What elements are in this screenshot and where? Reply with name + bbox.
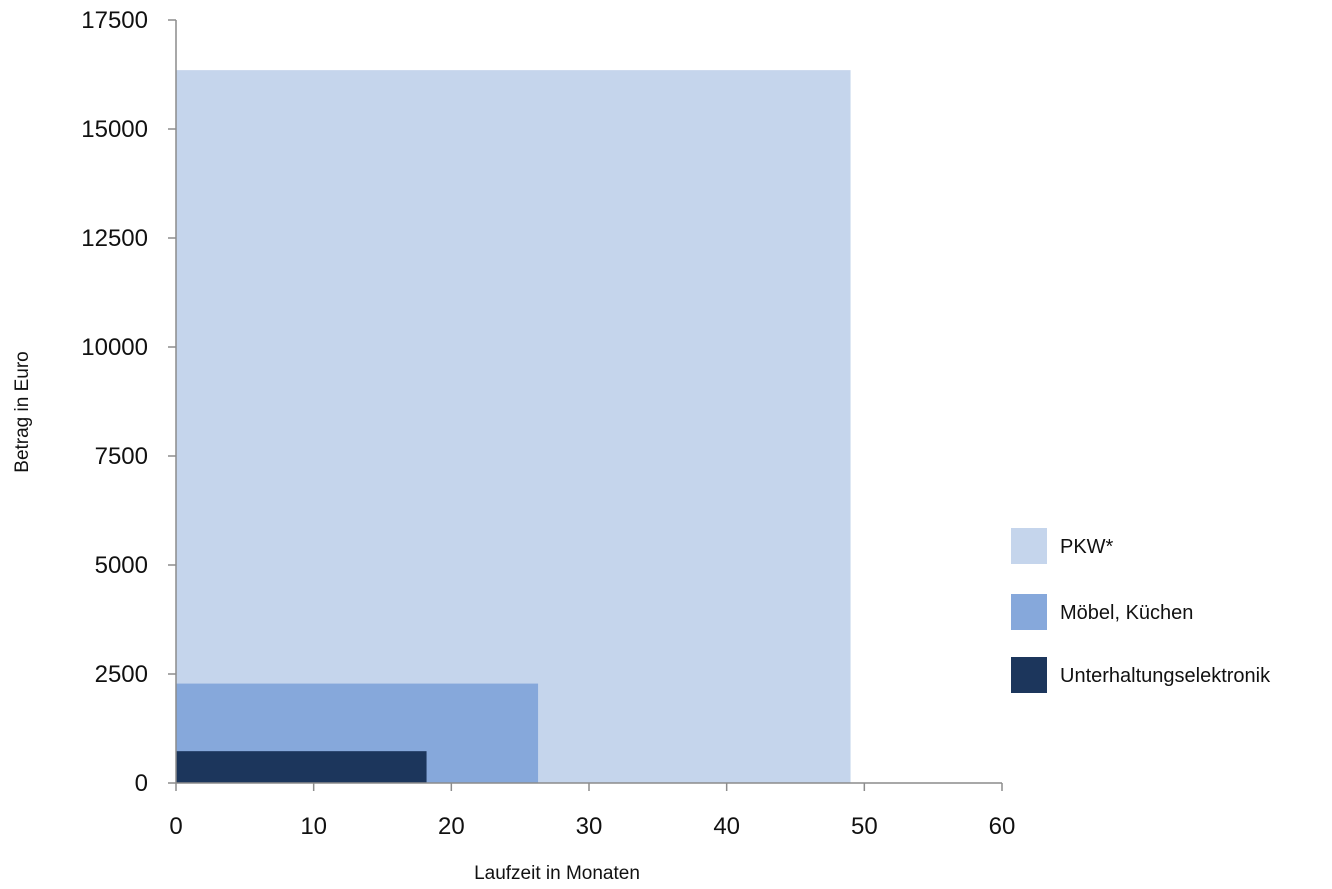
legend-swatch-0 (1011, 528, 1047, 564)
x-tick-label: 0 (169, 813, 182, 840)
y-axis-title: Betrag in Euro (12, 351, 33, 472)
legend-label-2: Unterhaltungselektronik (1060, 665, 1271, 687)
x-axis-title: Laufzeit in Monaten (474, 863, 640, 884)
x-tick-label: 10 (300, 813, 327, 840)
legend: PKW* Möbel, Küchen Unterhaltungselektronik (1011, 528, 1271, 693)
legend-label-0: PKW* (1060, 536, 1114, 558)
tick-labels: 0 10 20 30 40 50 60 0 2500 5000 7500 10000 12500 1500… (81, 7, 1015, 840)
y-tick-label: 10000 (81, 334, 148, 361)
x-tick-label: 30 (576, 813, 603, 840)
series-rect-0 (176, 70, 851, 783)
legend-swatch-2 (1011, 657, 1047, 693)
x-tick-label: 60 (989, 813, 1016, 840)
x-tick-label: 40 (713, 813, 740, 840)
y-tick-label: 7500 (95, 443, 148, 470)
y-tick-label: 0 (135, 770, 148, 797)
x-tick-label: 50 (851, 813, 878, 840)
y-tick-label: 17500 (81, 7, 148, 34)
axes (168, 19, 1003, 791)
x-tick-label: 20 (438, 813, 465, 840)
data-rectangles (176, 70, 851, 783)
y-tick-label: 5000 (95, 552, 148, 579)
legend-label-1: Möbel, Küchen (1060, 602, 1193, 624)
legend-swatch-1 (1011, 594, 1047, 630)
series-rect-2 (176, 751, 427, 783)
y-tick-label: 15000 (81, 116, 148, 143)
y-tick-label: 12500 (81, 225, 148, 252)
y-tick-label: 2500 (95, 661, 148, 688)
